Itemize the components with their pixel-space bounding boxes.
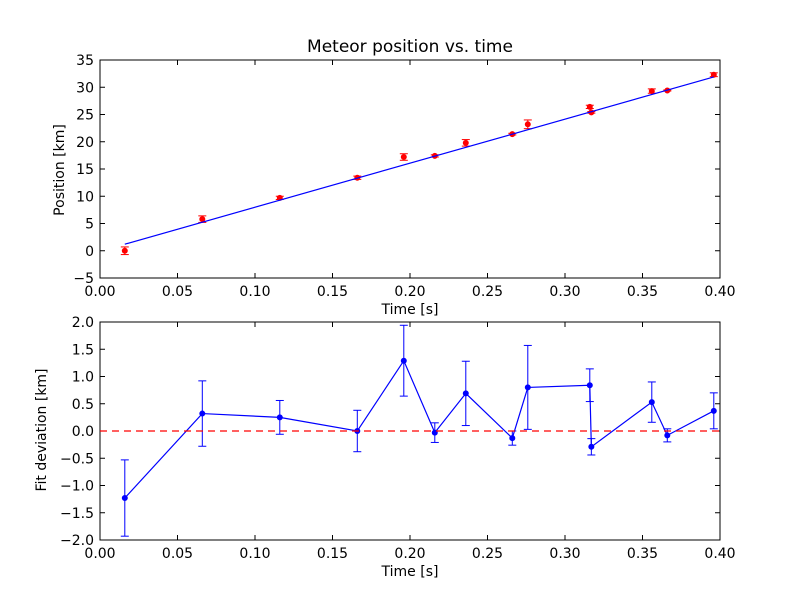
bottom-data-point xyxy=(199,410,206,417)
bottom-data-point xyxy=(400,357,407,364)
bottom-data-point xyxy=(588,443,595,450)
top-x-axis-label: Time [s] xyxy=(381,302,439,318)
bottom-data-point xyxy=(276,414,283,421)
bottom-data-point xyxy=(462,390,469,397)
top-data-point xyxy=(400,154,407,161)
bottom-y-tick-label: 0.0 xyxy=(72,424,94,440)
top-x-tick-label: 0.35 xyxy=(627,284,658,300)
top-y-tick-label: 25 xyxy=(76,108,94,124)
bottom-x-tick-label: 0.20 xyxy=(394,546,425,562)
top-x-tick-label: 0.00 xyxy=(84,284,115,300)
bottom-x-axis-label: Time [s] xyxy=(381,564,439,580)
top-data-point xyxy=(524,121,531,128)
top-x-tick-label: 0.15 xyxy=(317,284,348,300)
bottom-data-point xyxy=(586,382,593,389)
top-x-tick-label: 0.10 xyxy=(239,284,270,300)
top-plot: Meteor position vs. time Time [s] Positi… xyxy=(52,37,736,318)
top-data-point xyxy=(462,139,469,146)
bottom-x-tick-label: 0.40 xyxy=(704,546,735,562)
top-y-tick-label: 30 xyxy=(76,80,94,96)
top-y-tick-label: 0 xyxy=(85,244,94,260)
bottom-data-point xyxy=(710,407,717,414)
top-y-tick-label: 15 xyxy=(76,162,94,178)
bottom-y-tick-label: −1.5 xyxy=(60,506,94,522)
bottom-y-tick-label: 0.5 xyxy=(72,397,94,413)
top-linear-fit-line xyxy=(124,76,714,245)
top-y-tick-label: 35 xyxy=(76,53,94,69)
top-x-tick-label: 0.05 xyxy=(162,284,193,300)
bottom-y-tick-label: 2.0 xyxy=(72,315,94,331)
bottom-x-tick-label: 0.00 xyxy=(84,546,115,562)
top-data-point xyxy=(586,103,593,110)
top-y-axis-label: Position [km] xyxy=(52,124,68,216)
bottom-plot: Time [s] Fit deviation [km] 0.00 0.05 0.10… xyxy=(34,315,736,580)
bottom-data-point xyxy=(664,432,671,439)
bottom-y-tick-label: 1.5 xyxy=(72,342,94,358)
bottom-x-tick-label: 0.25 xyxy=(472,546,503,562)
bottom-data-point xyxy=(121,495,128,502)
bottom-x-tick-label: 0.10 xyxy=(239,546,270,562)
top-x-tick-label: 0.25 xyxy=(472,284,503,300)
top-data-point xyxy=(648,88,655,95)
bottom-y-tick-label: −1.0 xyxy=(60,479,94,495)
bottom-x-tick-label: 0.05 xyxy=(162,546,193,562)
top-x-tick-label: 0.20 xyxy=(394,284,425,300)
bottom-data-point xyxy=(648,399,655,406)
top-x-tick-label: 0.30 xyxy=(549,284,580,300)
top-x-tick-label: 0.40 xyxy=(704,284,735,300)
bottom-data-point xyxy=(509,435,516,442)
top-data-point xyxy=(710,71,717,78)
bottom-deviation-line xyxy=(124,359,715,499)
bottom-x-tick-label: 0.15 xyxy=(317,546,348,562)
top-data-point xyxy=(121,247,128,254)
top-y-tick-label: −5 xyxy=(73,271,94,287)
top-y-tick-label: 20 xyxy=(76,135,94,151)
bottom-data-point xyxy=(524,384,531,391)
bottom-y-tick-label: 1.0 xyxy=(72,370,94,386)
bottom-y-axis-label: Fit deviation [km] xyxy=(34,368,50,491)
bottom-y-tick-label: −0.5 xyxy=(60,451,94,467)
bottom-x-tick-label: 0.35 xyxy=(627,546,658,562)
top-chart-title: Meteor position vs. time xyxy=(307,37,513,57)
top-y-tick-label: 10 xyxy=(76,189,94,205)
top-y-tick-label: 5 xyxy=(85,217,94,233)
top-data-point xyxy=(199,216,206,223)
bottom-y-tick-label: −2.0 xyxy=(60,533,94,549)
bottom-x-tick-label: 0.30 xyxy=(549,546,580,562)
